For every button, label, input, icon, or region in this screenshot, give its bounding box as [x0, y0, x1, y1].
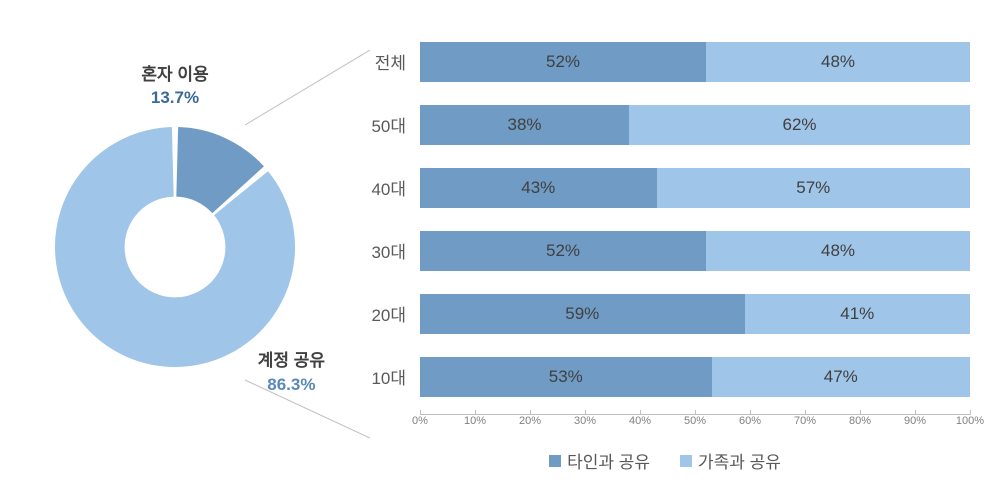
bar-row: 40대43%57%: [360, 165, 970, 211]
bar-segment-others: 43%: [420, 168, 657, 208]
bar-segment-family: 48%: [706, 231, 970, 271]
donut-slice-name-share: 계정 공유: [258, 349, 325, 373]
legend-label: 가족과 공유: [698, 448, 781, 473]
bar-segment-family: 62%: [629, 105, 970, 145]
donut-svg: [45, 117, 305, 377]
axis-tick: 100%: [956, 415, 984, 427]
bar-segment-family: 47%: [712, 357, 971, 397]
bar-category-label: 40대: [360, 175, 420, 200]
bar-row: 10대53%47%: [360, 354, 970, 400]
axis-tick: 50%: [684, 415, 706, 427]
bar-segment-others: 53%: [420, 357, 712, 397]
bar-row: 30대52%48%: [360, 228, 970, 274]
bar-category-label: 10대: [360, 364, 420, 389]
axis-tick: 40%: [629, 415, 651, 427]
bar-segment-others: 38%: [420, 105, 629, 145]
donut-label-share: 계정 공유 86.3%: [258, 349, 325, 397]
bar-row: 50대38%62%: [360, 102, 970, 148]
stacked-bar-chart: 전체52%48%50대38%62%40대43%57%30대52%48%20대59…: [340, 20, 970, 473]
bar-row: 20대59%41%: [360, 291, 970, 337]
bar-track: 53%47%: [420, 357, 970, 397]
donut-slice-name-solo: 혼자 이용: [141, 63, 208, 87]
bar-segment-family: 41%: [745, 294, 971, 334]
legend-item-others: 타인과 공유: [549, 448, 650, 473]
legend-item-family: 가족과 공유: [680, 448, 781, 473]
donut-slice-pct-solo: 13.7%: [141, 86, 208, 110]
axis-tick: 70%: [794, 415, 816, 427]
axis-tick: 30%: [574, 415, 596, 427]
bar-track: 43%57%: [420, 168, 970, 208]
chart-container: 혼자 이용 13.7% 계정 공유 86.3% 전체52%48%50대38%62…: [0, 0, 1000, 503]
bar-row: 전체52%48%: [360, 39, 970, 85]
bar-track: 59%41%: [420, 294, 970, 334]
axis-tick: 90%: [904, 415, 926, 427]
bar-track: 52%48%: [420, 231, 970, 271]
axis-tick: 10%: [464, 415, 486, 427]
donut-slice-pct-share: 86.3%: [258, 373, 325, 397]
bar-segment-family: 57%: [657, 168, 971, 208]
bar-category-label: 전체: [360, 49, 420, 74]
legend-swatch: [549, 455, 561, 467]
axis-tick: 60%: [739, 415, 761, 427]
bar-legend: 타인과 공유 가족과 공유: [360, 448, 970, 473]
bar-segment-others: 52%: [420, 42, 706, 82]
bar-x-axis: 0%10%20%30%40%50%60%70%80%90%100%: [420, 414, 970, 434]
bar-segment-others: 52%: [420, 231, 706, 271]
donut-chart: 혼자 이용 13.7% 계정 공유 86.3%: [10, 20, 340, 473]
bar-segment-others: 59%: [420, 294, 745, 334]
axis-tick: 80%: [849, 415, 871, 427]
bar-category-label: 20대: [360, 301, 420, 326]
bar-track: 38%62%: [420, 105, 970, 145]
legend-label: 타인과 공유: [567, 448, 650, 473]
legend-swatch: [680, 455, 692, 467]
bar-segment-family: 48%: [706, 42, 970, 82]
bar-category-label: 30대: [360, 238, 420, 263]
axis-tick: 20%: [519, 415, 541, 427]
donut-label-solo: 혼자 이용 13.7%: [141, 63, 208, 111]
axis-tick: 0%: [412, 415, 428, 427]
bar-category-label: 50대: [360, 112, 420, 137]
bar-track: 52%48%: [420, 42, 970, 82]
